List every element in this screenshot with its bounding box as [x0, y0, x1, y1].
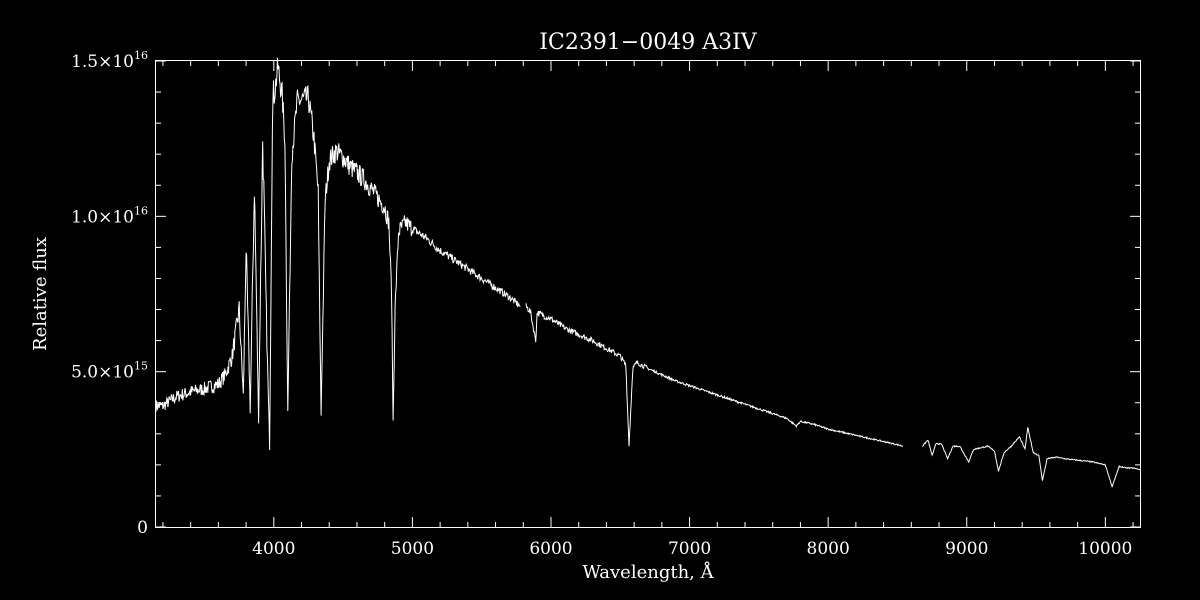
- x-axis: 4000 5000 6000 7000 8000 9000 10000: [162, 61, 1134, 559]
- y-tick-label: 5.0×1015: [71, 360, 148, 383]
- y-tick-label: 1.5×1016: [71, 49, 148, 72]
- spectrum-segment-2: [525, 303, 903, 447]
- y-axis-label: Relative flux: [30, 237, 51, 351]
- spectrum-segment-1: [155, 57, 521, 451]
- spectrum-segment-3: [922, 427, 1141, 489]
- spectrum-series: [155, 57, 1141, 489]
- x-tick-label: 9000: [945, 539, 988, 559]
- chart-title: IC2391−0049 A3IV: [539, 30, 758, 55]
- x-axis-label: Wavelength, Å: [582, 561, 714, 583]
- x-tick-label: 6000: [529, 539, 572, 559]
- x-tick-label: 8000: [807, 539, 850, 559]
- x-tick-label: 10000: [1078, 539, 1132, 559]
- x-tick-label: 7000: [668, 539, 711, 559]
- y-tick-label: 0: [137, 518, 148, 538]
- plot-frame: [155, 60, 1141, 528]
- y-axis: 0 5.0×1015 1.0×1016 1.5×1016: [71, 49, 1140, 538]
- x-tick-label: 5000: [391, 539, 434, 559]
- x-tick-label: 4000: [252, 539, 295, 559]
- y-tick-label: 1.0×1016: [71, 204, 148, 227]
